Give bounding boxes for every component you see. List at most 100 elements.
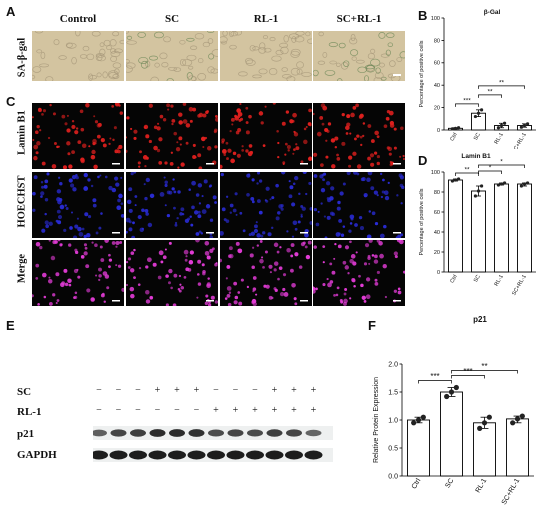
row-label-sa-beta-gal: SA-β-gal [16,37,28,78]
y-tick-label: 100 [431,16,440,22]
chart-title: β-Gal [484,9,501,16]
row-label-merge: Merge [16,253,28,284]
y-tick-label: 100 [431,170,440,176]
wb-sign: − [135,405,141,416]
wb-label-p21: p21 [17,428,35,440]
wb-sign: + [154,385,161,396]
x-tick-label: SC [444,478,455,490]
gapdh-band [109,450,128,460]
column-heading-rl1: RL-1 [253,13,279,25]
chart-title: Lamin B1 [461,153,491,160]
chart-b-beta-gal: β-Gal 0 20 40 60 80 100 Percentage of positive … [419,9,536,149]
merge-image-1 [32,240,124,306]
wb-label-gapdh: GAPDH [17,449,57,461]
y-tick-label: 40 [434,83,440,89]
gapdh-band [246,450,264,460]
wb-sign: + [252,405,258,416]
wb-sign: − [96,385,102,396]
y-tick-label: 20 [434,106,440,112]
wb-sign: − [213,385,219,396]
y-tick-label: 0 [437,128,440,134]
merge-image-3 [220,240,312,306]
y-tick-label: 0.5 [388,445,398,452]
gapdh-band [207,450,225,460]
x-tick-label: Ctrl [449,132,458,142]
significance-bracket [418,380,452,384]
significance-bracket [455,103,479,107]
bar [471,190,486,273]
y-tick-label: 80 [434,190,440,196]
merge-image-4 [313,240,405,306]
wb-sign: − [174,405,180,416]
y-tick-label: 0 [437,270,440,276]
data-point [453,126,458,130]
chart-f-p21: p21 0.0 0.5 1.0 1.5 2.0 Relative Protein Expre… [373,315,534,506]
data-point [499,123,504,128]
y-tick-label: 1.5 [388,389,398,396]
x-tick-label: SC+RL-1 [511,274,528,297]
data-point [499,182,504,186]
significance-bracket [455,172,479,176]
data-point [456,177,461,181]
wb-sign: − [193,405,200,416]
brightfield-image-3 [220,31,312,81]
wb-sign: + [291,405,297,416]
y-axis-label: Relative Protein Expression [373,377,380,463]
bar [448,179,463,273]
data-point [510,420,516,426]
wb-sign: − [232,385,239,396]
western-blot [93,426,333,462]
row-label-lamin-b1: Lamin B1 [16,110,28,155]
column-heading-sc: SC [164,13,180,25]
bar [506,418,529,477]
chart-d-lamin-b1: Lamin B1 0 20 40 60 80 100 Percentage of positi… [419,153,536,297]
p21-band [286,429,302,437]
hoechst-image-1 [32,172,124,238]
y-tick-label: 2.0 [388,361,398,368]
data-point [525,181,530,185]
data-point [519,125,524,129]
wb-sign: − [115,405,122,416]
lamin-b1-image-3 [220,103,312,169]
data-point [479,108,484,112]
hoechst-image-4 [313,172,405,238]
wb-sign: + [310,405,317,416]
p21-band [247,429,263,437]
data-point [496,183,501,187]
x-tick-label: SC [473,274,482,284]
panel-letter-a: A [6,4,16,19]
significance-bracket [478,85,525,89]
data-point [502,181,507,185]
wb-sign: + [174,385,180,396]
data-point [448,389,455,395]
data-point [473,114,478,119]
data-point [453,384,459,391]
brightfield-image-2 [126,31,218,81]
data-point [456,126,461,130]
data-point [525,122,530,126]
data-point [514,416,521,422]
bar [517,183,532,273]
data-point [450,179,455,183]
y-tick-label: 20 [434,250,440,256]
gapdh-band [304,450,323,460]
p21-band [188,429,205,437]
panel-letter-f: F [368,318,376,333]
p21-band [266,429,283,437]
significance-bracket [451,370,518,374]
wb-sign: − [154,405,161,416]
column-heading-sc-rl1: SC+RL-1 [336,13,382,25]
y-tick-label: 0.0 [388,473,398,480]
panel-letter-d: D [418,153,428,168]
p21-band [130,429,146,437]
gapdh-band [129,450,147,460]
bar [440,391,463,477]
brightfield-image-4 [313,31,405,81]
significance-bracket [478,94,502,98]
lamin-b1-image-2 [126,103,218,169]
data-point [522,123,527,128]
x-tick-label: SC [473,132,482,142]
x-tick-label: RL-1 [494,132,505,145]
wb-label-rl1: RL-1 [17,406,42,418]
data-point [522,182,527,186]
